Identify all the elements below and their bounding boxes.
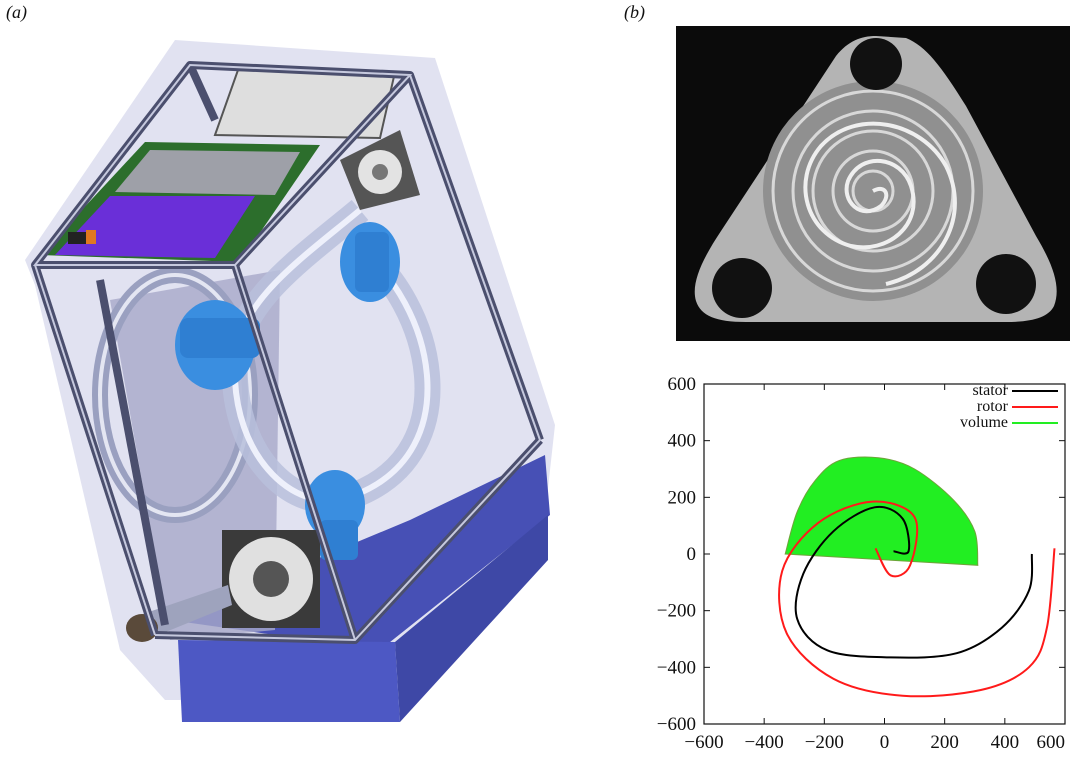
x-tick-label: 0 <box>880 732 890 753</box>
fan-top <box>340 130 420 210</box>
base-front <box>178 640 400 722</box>
x-tick-label: 200 <box>930 732 959 753</box>
scroll-spiral-wall <box>803 121 957 286</box>
legend-label-volume: volume <box>960 414 1008 431</box>
y-tick-label: 400 <box>668 431 697 452</box>
top-panel <box>213 68 397 140</box>
series-volume-area <box>784 456 979 566</box>
board-grey-box <box>115 150 300 195</box>
bolt-hole-right <box>976 254 1036 314</box>
coiled-tube-highlight <box>98 273 252 517</box>
blue-part-middle <box>175 300 260 390</box>
x-tick-label: −200 <box>805 732 844 753</box>
x-tick-label: 400 <box>991 732 1020 753</box>
y-tick-label: −200 <box>657 601 696 622</box>
cad-render-image <box>25 40 555 722</box>
frame-highlight <box>32 63 541 642</box>
x-tick-label: −400 <box>745 732 784 753</box>
x-tick-label: −600 <box>684 732 723 753</box>
series-rotor-line <box>778 500 1056 698</box>
x-tick-label: 600 <box>1037 732 1066 753</box>
switch-toggle <box>86 230 96 244</box>
y-tick-label: −600 <box>657 714 696 735</box>
spiral-plot: −600 −400 −200 0 200 400 600 −600 −400 −200 0 200 40… <box>657 374 1066 753</box>
pipe-highlight <box>231 207 431 504</box>
y-tick-label: −400 <box>657 657 696 678</box>
fan-bottom <box>222 530 320 628</box>
board-purple <box>55 196 255 258</box>
blue-part-top <box>340 222 400 302</box>
panel-b-label: (b) <box>624 2 645 22</box>
y-tick-label: 600 <box>668 374 697 395</box>
legend-label-stator: stator <box>972 382 1008 399</box>
base-side <box>395 515 548 722</box>
panel-a-label: (a) <box>6 2 27 22</box>
bolt-hole-top <box>850 38 902 90</box>
legend-label-rotor: rotor <box>977 398 1009 415</box>
bolt-hole-left <box>712 258 772 318</box>
y-tick-label: 0 <box>687 544 697 565</box>
series-stator-line <box>794 505 1034 659</box>
scroll-plate-photo <box>676 26 1070 341</box>
legend: stator rotor volume <box>960 382 1058 431</box>
y-tick-label: 200 <box>668 487 697 508</box>
